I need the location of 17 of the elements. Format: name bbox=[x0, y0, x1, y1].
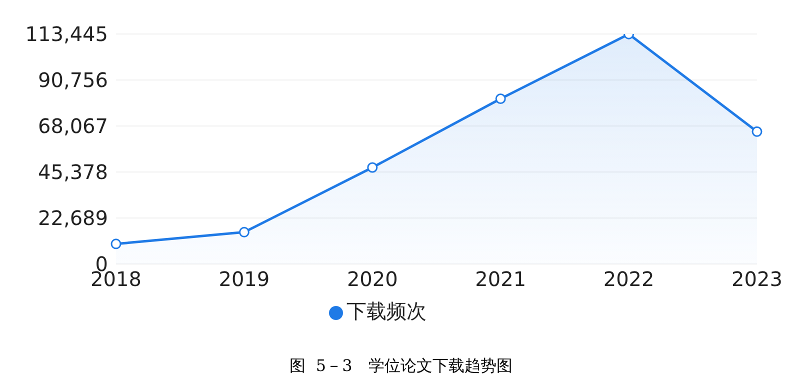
point bbox=[367, 162, 378, 173]
x-tick-label: 2019 bbox=[218, 267, 270, 292]
y-tick-label: 45,378 bbox=[38, 160, 108, 184]
point bbox=[495, 94, 506, 104]
legend-label: 下载频次 bbox=[346, 299, 426, 323]
x-tick-label: 2020 bbox=[346, 267, 398, 292]
x-tick-label: 2021 bbox=[475, 267, 526, 292]
y-tick-label: 68,067 bbox=[38, 114, 108, 138]
x-tick-label: 2022 bbox=[603, 267, 654, 292]
point bbox=[752, 126, 762, 137]
x-tick-label: 2023 bbox=[732, 267, 782, 292]
point bbox=[238, 226, 250, 238]
y-tick-label: 22,689 bbox=[38, 206, 108, 230]
point bbox=[110, 238, 122, 250]
y-tick-label: 113,445 bbox=[25, 22, 108, 46]
caption: 图 5－3 学位论文下载趋势图 bbox=[288, 356, 514, 377]
y-tick-label: 90,756 bbox=[38, 68, 108, 92]
